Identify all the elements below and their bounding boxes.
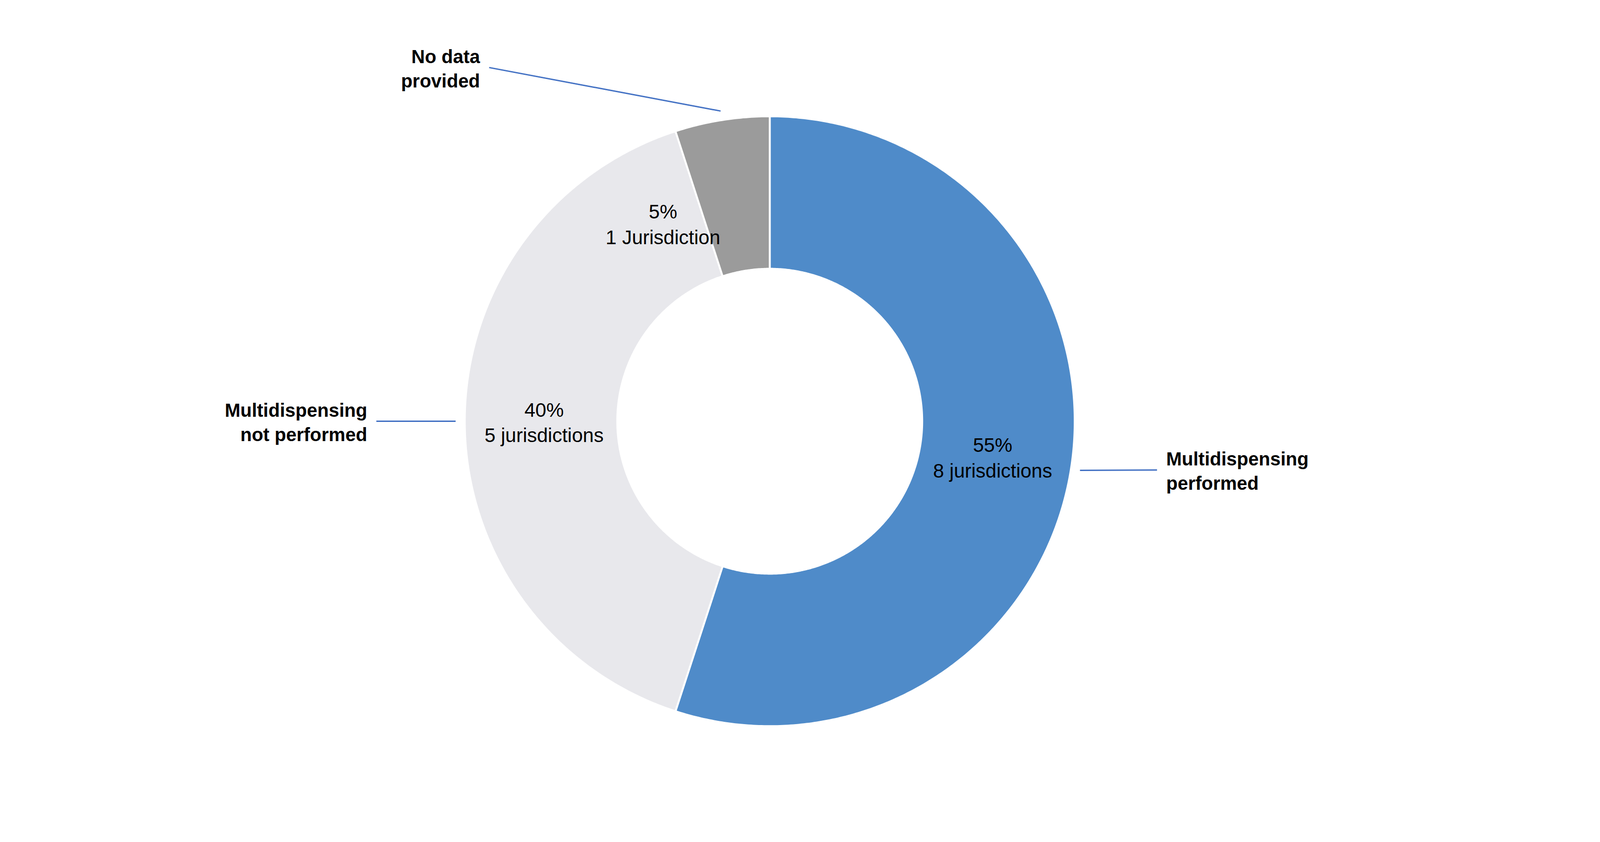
svg-text:55%8 jurisdictions: 55%8 jurisdictions <box>933 434 1053 482</box>
svg-text:40%5 jurisdictions: 40%5 jurisdictions <box>484 399 604 447</box>
svg-text:Multidispensingperformed: Multidispensingperformed <box>1166 448 1309 494</box>
svg-text:Multidispensingnot performed: Multidispensingnot performed <box>224 400 367 445</box>
svg-text:5%1 Jurisdiction: 5%1 Jurisdiction <box>605 200 721 249</box>
svg-text:No dataprovided: No dataprovided <box>400 46 481 92</box>
